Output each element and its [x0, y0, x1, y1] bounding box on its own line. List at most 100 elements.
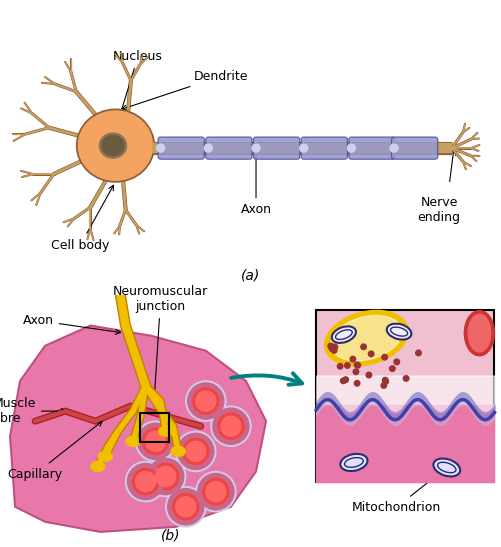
Ellipse shape: [432, 458, 459, 476]
Circle shape: [165, 487, 205, 527]
Circle shape: [152, 463, 178, 490]
Text: Cell body: Cell body: [51, 185, 113, 252]
Bar: [316, 311, 493, 481]
Ellipse shape: [330, 316, 401, 361]
Circle shape: [327, 343, 333, 349]
Circle shape: [125, 462, 165, 502]
Circle shape: [329, 346, 334, 351]
Circle shape: [185, 381, 225, 421]
Circle shape: [354, 362, 359, 368]
Circle shape: [192, 388, 218, 414]
Ellipse shape: [331, 327, 355, 343]
Circle shape: [299, 144, 307, 152]
Circle shape: [349, 356, 355, 362]
Circle shape: [365, 373, 371, 378]
Circle shape: [393, 359, 399, 365]
Text: Muscle
fibre: Muscle fibre: [0, 397, 66, 425]
Ellipse shape: [463, 311, 493, 356]
Ellipse shape: [158, 426, 172, 437]
Circle shape: [204, 144, 212, 152]
Circle shape: [389, 144, 397, 152]
Circle shape: [156, 144, 164, 152]
Circle shape: [354, 381, 359, 386]
Text: Nucleus: Nucleus: [113, 50, 163, 129]
Ellipse shape: [386, 324, 410, 340]
Circle shape: [187, 383, 223, 419]
Ellipse shape: [102, 136, 124, 156]
FancyBboxPatch shape: [301, 137, 347, 159]
Circle shape: [132, 468, 158, 494]
Circle shape: [195, 472, 235, 512]
Circle shape: [145, 431, 165, 451]
Circle shape: [415, 350, 420, 356]
Circle shape: [347, 144, 355, 152]
Circle shape: [167, 488, 203, 525]
Circle shape: [147, 458, 183, 494]
FancyBboxPatch shape: [205, 137, 252, 159]
Circle shape: [342, 377, 348, 382]
Circle shape: [337, 364, 342, 369]
Ellipse shape: [91, 462, 105, 472]
Circle shape: [331, 348, 336, 353]
Circle shape: [212, 408, 248, 444]
Circle shape: [205, 481, 225, 502]
Ellipse shape: [171, 446, 185, 456]
Ellipse shape: [126, 437, 140, 446]
Text: Capillary: Capillary: [8, 421, 102, 480]
Circle shape: [185, 441, 205, 462]
Text: Dendrite: Dendrite: [122, 70, 247, 110]
Circle shape: [127, 463, 163, 500]
FancyBboxPatch shape: [158, 137, 204, 159]
Circle shape: [145, 456, 185, 497]
Text: (b): (b): [161, 529, 180, 543]
Circle shape: [197, 474, 233, 510]
Ellipse shape: [99, 133, 126, 158]
Circle shape: [332, 344, 337, 350]
Circle shape: [382, 379, 388, 385]
Circle shape: [340, 378, 345, 383]
Circle shape: [135, 421, 175, 462]
Circle shape: [382, 377, 387, 383]
FancyBboxPatch shape: [253, 137, 299, 159]
Ellipse shape: [467, 314, 490, 352]
Circle shape: [210, 406, 250, 446]
Circle shape: [403, 376, 408, 381]
Circle shape: [220, 416, 240, 437]
FancyBboxPatch shape: [348, 137, 394, 159]
Circle shape: [172, 493, 198, 520]
Ellipse shape: [98, 451, 112, 462]
Circle shape: [137, 423, 173, 459]
Circle shape: [155, 467, 175, 487]
Text: Axon: Axon: [23, 314, 120, 334]
Text: Axon: Axon: [240, 144, 271, 217]
Polygon shape: [10, 325, 266, 532]
Circle shape: [354, 363, 360, 368]
Circle shape: [182, 438, 208, 464]
Circle shape: [217, 413, 243, 439]
Ellipse shape: [78, 111, 152, 181]
Circle shape: [344, 363, 349, 368]
Text: Neuromuscular
junction: Neuromuscular junction: [113, 285, 208, 397]
Ellipse shape: [340, 454, 367, 471]
FancyBboxPatch shape: [391, 137, 437, 159]
Circle shape: [177, 433, 213, 469]
Ellipse shape: [76, 109, 154, 182]
Circle shape: [195, 391, 215, 411]
Circle shape: [202, 479, 228, 505]
Ellipse shape: [324, 310, 407, 366]
Text: (a): (a): [241, 268, 260, 282]
Circle shape: [380, 383, 386, 388]
Circle shape: [381, 354, 387, 360]
Circle shape: [175, 497, 195, 517]
Circle shape: [389, 366, 394, 371]
Circle shape: [142, 428, 168, 455]
Circle shape: [368, 351, 373, 357]
Circle shape: [135, 472, 155, 492]
Text: Nerve
ending: Nerve ending: [417, 196, 460, 224]
Text: Mitochondrion: Mitochondrion: [351, 470, 443, 514]
Circle shape: [360, 344, 366, 350]
Circle shape: [353, 369, 358, 375]
Circle shape: [252, 144, 260, 152]
Circle shape: [175, 431, 215, 472]
Bar: [139, 413, 168, 443]
